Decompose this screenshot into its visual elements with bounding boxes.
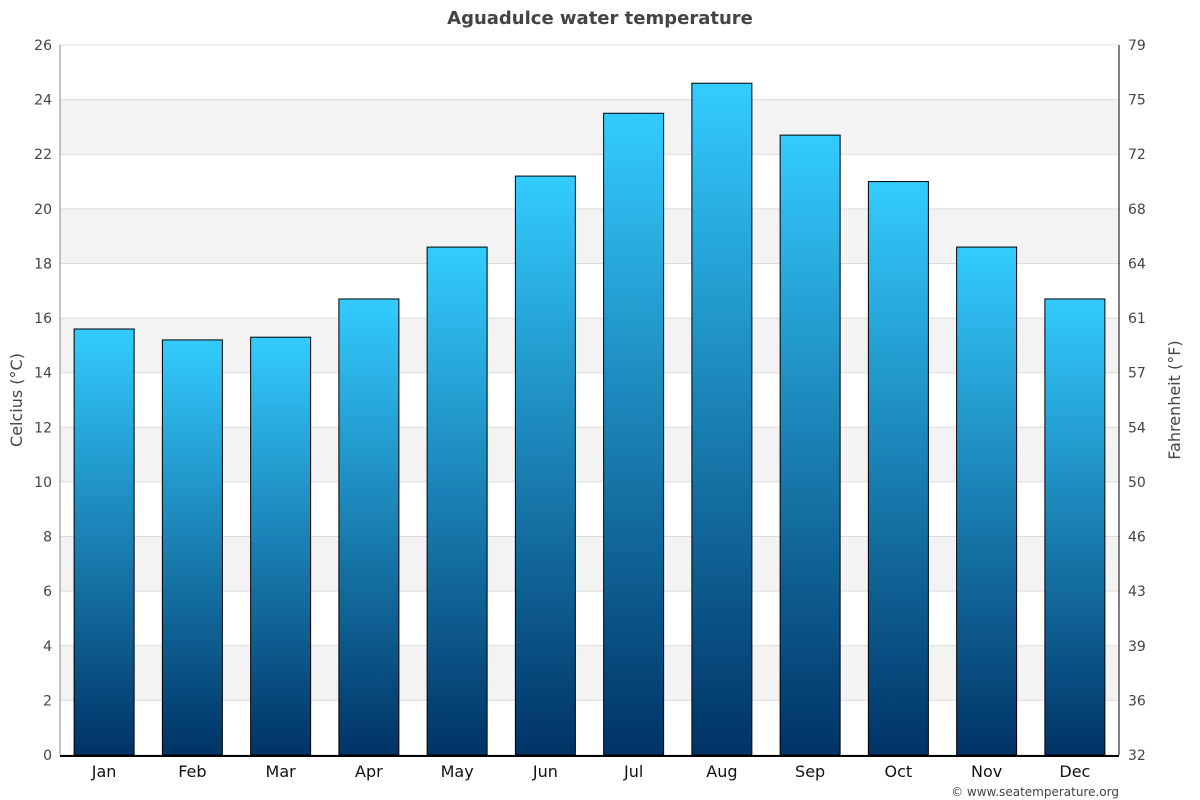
y-tick-label-right: 39 [1128,639,1146,655]
bar-apr [338,298,400,756]
y-tick-label-right: 75 [1128,93,1146,109]
x-tick-label: Aug [706,762,737,781]
grid-band [60,645,1119,701]
y-tick-label-right: 57 [1128,366,1146,382]
y-tick-label-right: 79 [1128,38,1146,54]
credit: © www.seatemperature.org [951,785,1119,799]
grid-band [60,99,1119,155]
x-tick-label: May [441,762,474,781]
bar-sep [779,134,841,756]
x-tick-label: Jun [532,762,558,781]
y-tick-label-left: 10 [34,475,52,491]
grid-bands [60,44,1119,756]
tick-labels: 0 32 2 36 4 39 6 43 8 46 10 50 12 54 14 57 16 61 18 64 20 68 2… [34,38,1146,781]
y-tick-label-left: 24 [34,93,52,109]
x-tick-label: Dec [1059,762,1090,781]
y-axis-label-left: Celcius (°C) [7,353,26,447]
y-tick-label-left: 6 [43,584,52,600]
chart-title: Aguadulce water temperature [447,8,753,29]
y-tick-label-left: 0 [43,748,52,764]
x-tick-label: Sep [795,762,825,781]
y-tick-label-left: 16 [34,311,52,327]
y-axis-label-right: Fahrenheit (°F) [1165,340,1184,459]
bars [73,82,1106,756]
y-tick-label-left: 12 [34,420,52,436]
y-tick-label-right: 64 [1128,256,1146,272]
bar-oct [867,181,929,756]
y-tick-label-left: 26 [34,38,52,54]
axes [59,45,1120,757]
y-tick-label-right: 72 [1128,147,1146,163]
bar-dec [1044,298,1106,756]
y-tick-label-left: 2 [43,693,52,709]
x-tick-label: Feb [178,762,206,781]
y-tick-label-right: 43 [1128,584,1146,600]
bar-jan [73,328,135,756]
y-tick-label-right: 32 [1128,748,1146,764]
y-tick-label-left: 22 [34,147,52,163]
bar-jul [603,112,665,756]
y-tick-label-right: 50 [1128,475,1146,491]
y-tick-label-right: 36 [1128,693,1146,709]
x-tick-label: Apr [355,762,383,781]
bar-may [426,246,488,756]
y-tick-label-left: 20 [34,202,52,218]
x-tick-label: Nov [971,762,1002,781]
grid-band [60,536,1119,592]
bar-mar [250,336,312,756]
y-tick-label-left: 8 [43,530,52,546]
y-tick-label-right: 46 [1128,530,1146,546]
grid-band [60,318,1119,373]
bar-feb [161,339,223,756]
y-tick-label-left: 14 [34,366,52,382]
grid-band [60,427,1119,482]
bar-jun [514,175,576,756]
x-tick-label: Mar [266,762,297,781]
y-tick-label-right: 54 [1128,420,1146,436]
y-tick-label-left: 18 [34,256,52,272]
x-tick-label: Oct [885,762,913,781]
grid-band [60,208,1119,264]
x-tick-label: Jan [91,762,117,781]
y-tick-label-left: 4 [43,639,52,655]
x-tick-label: Jul [623,762,643,781]
y-tick-label-right: 61 [1128,311,1146,327]
y-tick-label-right: 68 [1128,202,1146,218]
bar-aug [691,82,753,756]
bar-nov [956,246,1018,756]
